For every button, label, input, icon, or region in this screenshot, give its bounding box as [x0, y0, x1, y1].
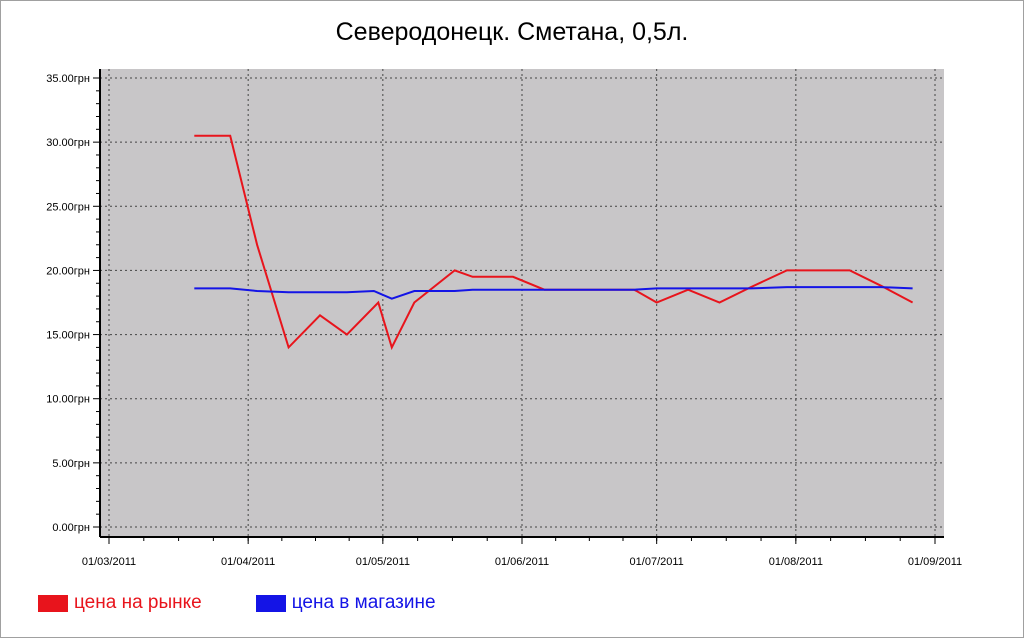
x-tick-label: 01/09/2011 — [908, 556, 962, 568]
chart-legend: цена на рынке цена в магазине — [38, 592, 490, 614]
legend-label-store: цена в магазине — [291, 592, 436, 613]
y-tick-label: 0.00грн — [52, 522, 90, 534]
x-tick-label: 01/03/2011 — [82, 556, 136, 568]
x-tick-label: 01/07/2011 — [630, 556, 684, 568]
x-tick-label: 01/05/2011 — [356, 556, 410, 568]
x-tick-label: 01/06/2011 — [495, 556, 549, 568]
legend-swatch-market — [38, 594, 68, 612]
x-tick-label: 01/08/2011 — [769, 556, 823, 568]
y-tick-label: 35.00грн — [46, 73, 90, 85]
chart-title: Северодонецк. Сметана, 0,5л. — [335, 18, 689, 46]
y-tick-label: 15.00грн — [46, 330, 90, 342]
y-tick-label: 30.00грн — [46, 137, 90, 149]
y-tick-label: 20.00грн — [46, 265, 90, 277]
y-tick-label: 25.00грн — [46, 201, 90, 213]
y-tick-label: 10.00грн — [46, 394, 90, 406]
legend-item-market: цена на рынке — [38, 592, 202, 614]
legend-label-market: цена на рынке — [74, 592, 202, 613]
legend-item-store: цена в магазине — [255, 592, 436, 614]
legend-swatch-store — [255, 594, 286, 612]
store-price-line — [194, 286, 913, 300]
x-tick-label: 01/04/2011 — [221, 556, 275, 568]
y-tick-label: 5.00грн — [52, 458, 90, 470]
